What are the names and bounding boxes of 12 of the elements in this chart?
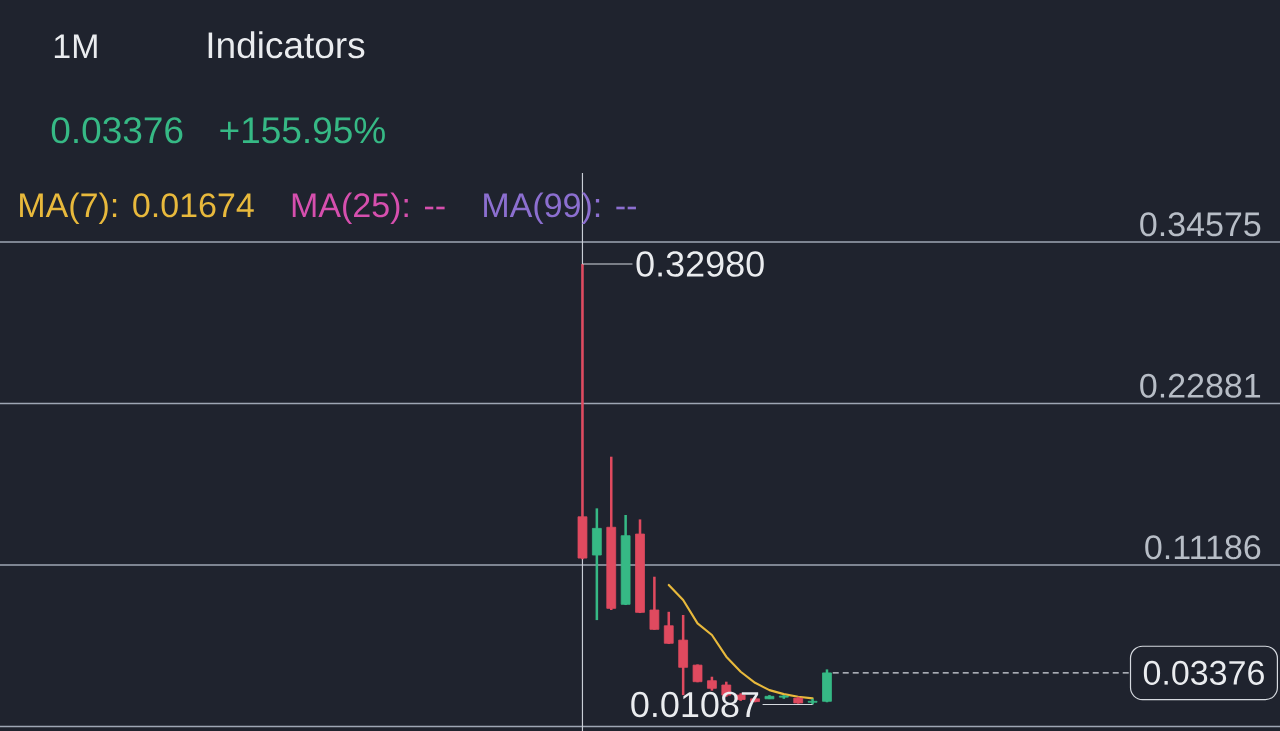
y-tick-label: 0.22881 xyxy=(1140,373,1261,398)
text: 1M xyxy=(54,34,97,58)
text: Indicators xyxy=(208,31,365,59)
y-tick-label: 0.34575 xyxy=(1140,212,1261,237)
ref-line-label: 0.03376 xyxy=(1143,660,1264,685)
text: 0.03376 xyxy=(51,117,183,144)
y-tick-label: 0.11186 xyxy=(1145,535,1261,560)
text: +155.95% xyxy=(220,117,385,144)
legend-label: MA(25): -- xyxy=(292,192,445,225)
annotation: 0.32980 xyxy=(636,251,764,277)
annotation: 0.01087 xyxy=(631,691,759,718)
text: MA(7): 0.01674 xyxy=(20,192,254,225)
